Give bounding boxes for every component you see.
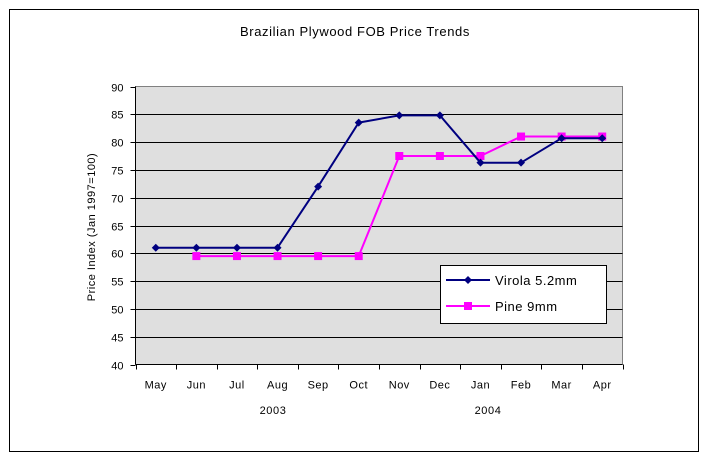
data-point-virola-5-2mm xyxy=(273,243,282,252)
x-tick-label: May xyxy=(145,380,167,392)
data-point-virola-5-2mm xyxy=(435,111,444,120)
x-tick-label: Sep xyxy=(308,380,329,392)
y-tick-label: 65 xyxy=(111,222,123,234)
data-point-virola-5-2mm xyxy=(232,243,241,252)
y-tick-label: 85 xyxy=(111,110,123,122)
data-point-virola-5-2mm xyxy=(151,243,160,252)
y-axis-label: Price Index (Jan 1997=100) xyxy=(86,153,98,301)
data-point-pine-9mm xyxy=(273,252,282,261)
data-point-pine-9mm xyxy=(395,152,404,160)
y-tick-label: 60 xyxy=(111,249,123,261)
x-axis-ticks: May Jun Jul Aug Sep Oct Nov Dec Jan Feb Mar Apr xyxy=(135,364,624,392)
y-tick-label: 80 xyxy=(111,138,123,150)
year-label-2004: 2004 xyxy=(475,405,502,417)
chart-title: Brazilian Plywood FOB Price Trends xyxy=(240,24,470,39)
x-tick-label: Aug xyxy=(267,380,288,392)
y-tick-label: 55 xyxy=(111,277,123,289)
data-point-virola-5-2mm xyxy=(517,158,526,167)
data-point-virola-5-2mm xyxy=(192,243,201,252)
data-point-pine-9mm xyxy=(354,252,363,261)
x-tick-label: Jul xyxy=(229,380,245,392)
y-tick-label: 40 xyxy=(111,361,123,373)
legend-marker-diamond-icon xyxy=(464,276,472,284)
data-point-pine-9mm xyxy=(314,252,323,261)
series-layer xyxy=(151,111,607,261)
x-tick-label: Jun xyxy=(187,380,206,392)
x-tick-label: Jan xyxy=(471,380,490,392)
gridlines xyxy=(135,114,623,338)
legend-item-virola: Virola 5.2mm xyxy=(446,273,577,288)
legend-marker-square-icon xyxy=(464,302,472,310)
data-point-pine-9mm xyxy=(435,152,444,160)
data-point-virola-5-2mm xyxy=(354,118,363,127)
data-point-virola-5-2mm xyxy=(598,134,607,143)
legend-box xyxy=(440,265,607,324)
legend-label-virola: Virola 5.2mm xyxy=(495,273,577,288)
data-point-virola-5-2mm xyxy=(314,182,323,191)
data-point-pine-9mm xyxy=(476,152,485,160)
legend: Virola 5.2mm Pine 9mm xyxy=(440,265,607,324)
x-tick-label: Oct xyxy=(349,380,368,392)
legend-label-pine: Pine 9mm xyxy=(495,299,558,314)
y-tick-label: 90 xyxy=(111,83,123,95)
year-label-2003: 2003 xyxy=(260,405,287,417)
x-tick-label: Nov xyxy=(389,380,410,392)
data-point-virola-5-2mm xyxy=(557,134,566,143)
y-axis-ticks: 40 45 50 55 60 65 70 75 80 85 90 xyxy=(111,83,136,373)
y-tick-label: 70 xyxy=(111,194,123,206)
x-tick-label: Dec xyxy=(429,380,450,392)
y-tick-label: 45 xyxy=(111,333,123,345)
data-point-pine-9mm xyxy=(232,252,241,261)
legend-item-pine: Pine 9mm xyxy=(446,299,558,314)
y-tick-label: 75 xyxy=(111,166,123,178)
x-tick-label: Mar xyxy=(551,380,571,392)
data-point-virola-5-2mm xyxy=(395,111,404,120)
y-tick-label: 50 xyxy=(111,305,123,317)
data-point-virola-5-2mm xyxy=(476,158,485,167)
x-tick-label: Feb xyxy=(511,380,531,392)
data-point-pine-9mm xyxy=(192,252,201,261)
data-point-pine-9mm xyxy=(517,132,526,141)
x-tick-label: Apr xyxy=(593,380,612,392)
series-line-virola-5-2mm xyxy=(155,114,603,249)
